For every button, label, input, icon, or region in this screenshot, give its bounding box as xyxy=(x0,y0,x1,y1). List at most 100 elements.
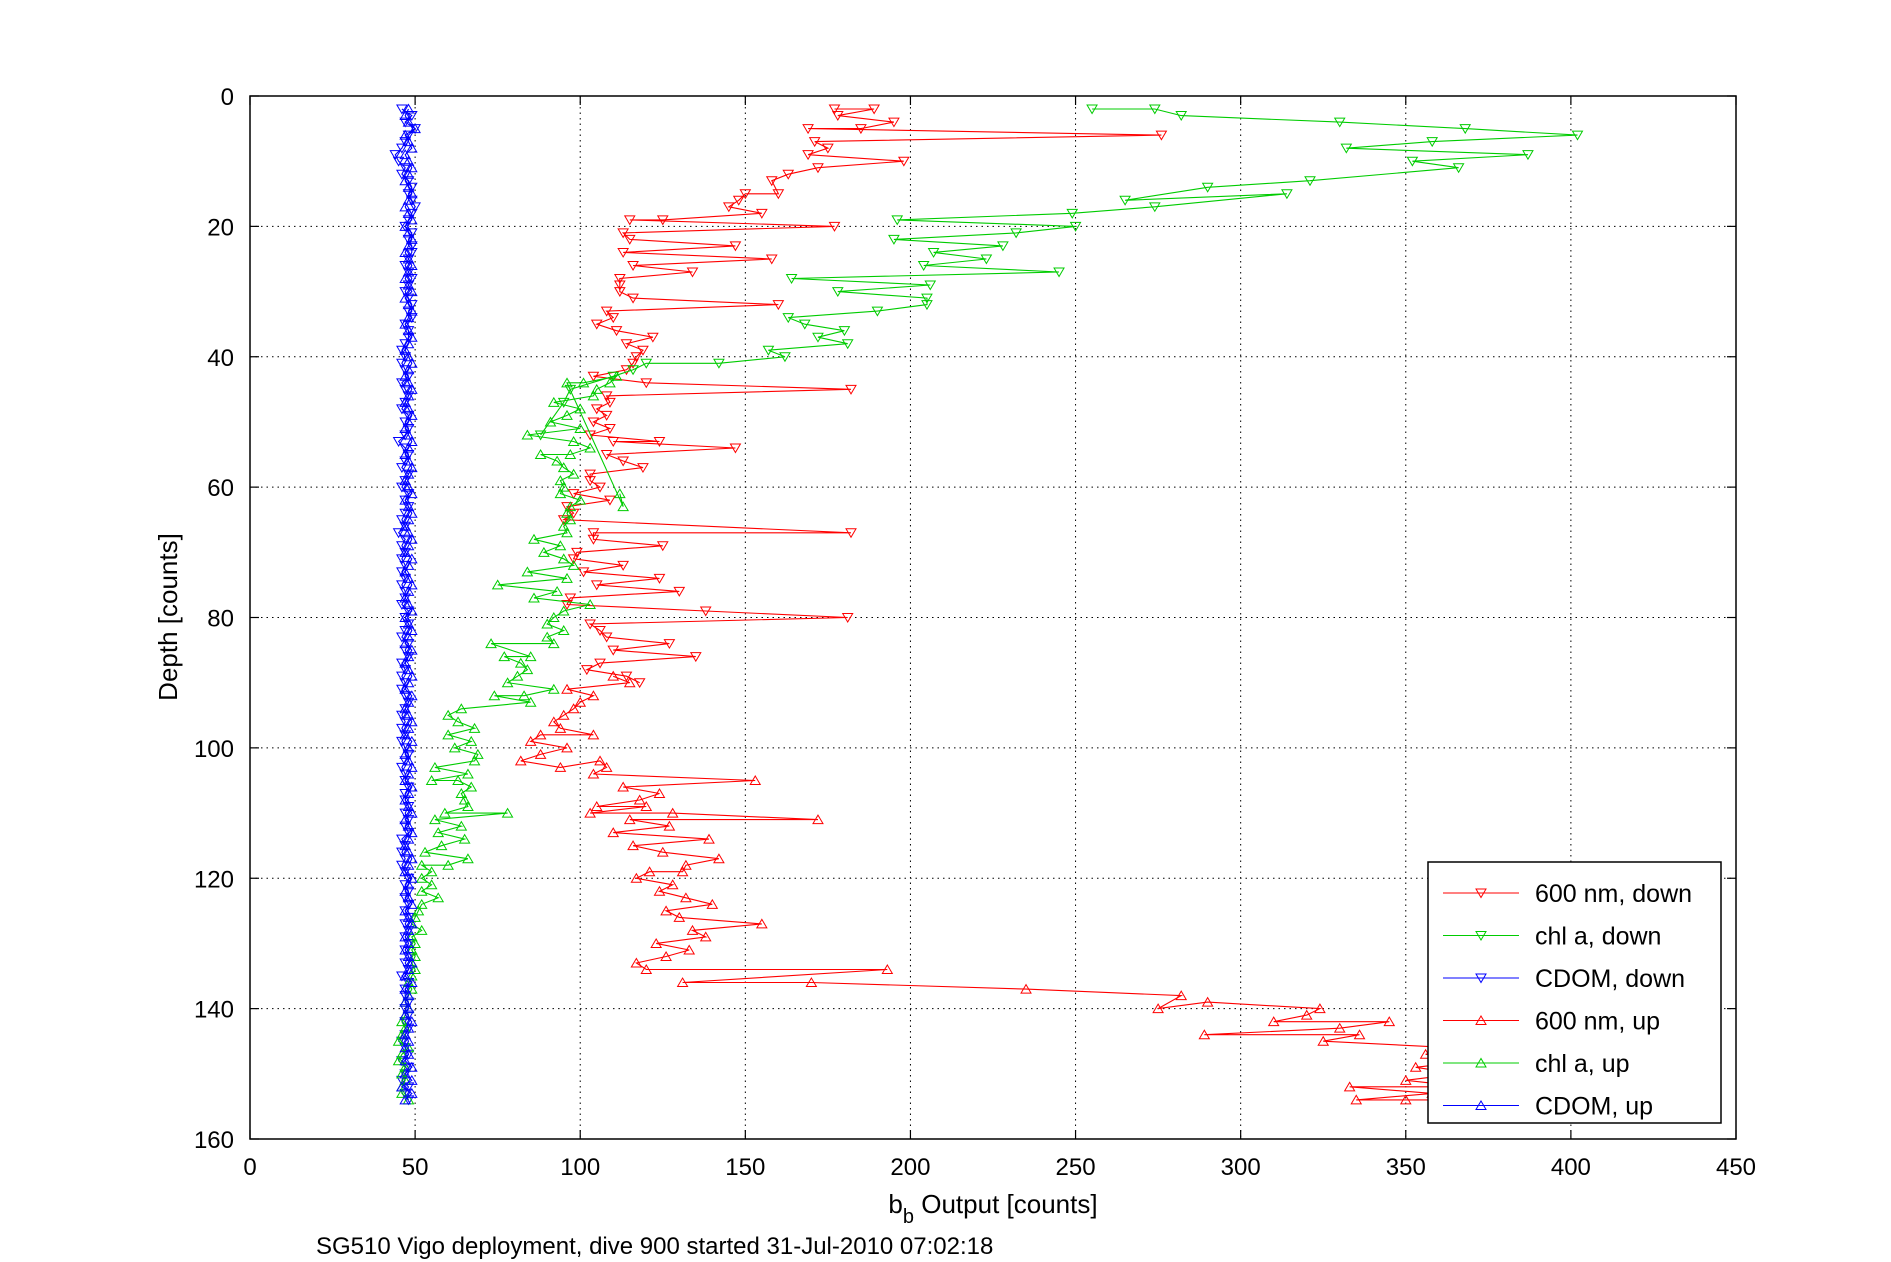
data-point xyxy=(802,150,814,161)
data-point xyxy=(402,189,415,200)
data-point xyxy=(399,287,412,298)
data-point xyxy=(392,436,405,447)
data-point xyxy=(405,208,418,219)
data-point xyxy=(822,143,834,154)
data-point xyxy=(396,580,408,591)
data-point xyxy=(831,111,844,122)
data-point xyxy=(627,358,639,369)
data-point xyxy=(405,111,418,122)
data-point xyxy=(1409,1061,1422,1072)
data-point xyxy=(623,215,636,226)
data-point xyxy=(405,313,418,324)
data-point xyxy=(561,572,573,583)
data-point xyxy=(1201,996,1214,1007)
data-point xyxy=(587,729,600,740)
data-point xyxy=(660,950,672,961)
data-point xyxy=(399,1017,412,1028)
data-point xyxy=(462,853,474,864)
data-point xyxy=(623,677,636,688)
data-point xyxy=(396,104,408,115)
data-point xyxy=(1353,1029,1366,1040)
data-point xyxy=(755,918,768,929)
data-point xyxy=(402,306,415,317)
data-point xyxy=(541,631,554,642)
data-point xyxy=(405,735,418,746)
y-axis-label: Depth [counts] xyxy=(153,533,183,701)
data-point xyxy=(653,788,666,799)
data-point xyxy=(405,553,418,564)
data-point xyxy=(405,944,418,955)
data-point xyxy=(402,664,415,675)
data-point xyxy=(627,260,639,271)
legend-entry: 600 nm, down xyxy=(1535,880,1692,908)
data-point xyxy=(812,332,824,343)
data-point xyxy=(703,833,715,844)
data-point xyxy=(841,613,854,623)
legend-entry: CDOM, down xyxy=(1535,965,1685,993)
x-tick-label: 350 xyxy=(1386,1154,1426,1181)
data-point xyxy=(399,691,412,702)
data-point xyxy=(399,794,412,805)
data-point xyxy=(392,528,405,539)
data-point xyxy=(1010,228,1022,239)
data-point xyxy=(812,814,824,825)
data-point xyxy=(399,774,412,785)
data-point xyxy=(640,378,653,389)
data-point xyxy=(468,755,481,766)
data-point xyxy=(405,670,418,681)
data-point xyxy=(399,919,412,930)
data-point xyxy=(396,143,408,154)
data-point xyxy=(405,807,418,818)
data-point xyxy=(438,807,451,818)
data-point xyxy=(524,735,537,746)
data-point xyxy=(571,547,583,558)
data-point xyxy=(399,352,412,363)
data-point xyxy=(607,645,620,656)
data-point xyxy=(1175,111,1188,122)
data-point xyxy=(399,494,412,505)
data-point xyxy=(1399,1074,1412,1085)
data-point xyxy=(399,220,412,231)
legend-swatch-marker xyxy=(1475,1015,1487,1025)
data-point xyxy=(396,860,408,871)
data-point xyxy=(399,717,412,728)
data-point xyxy=(561,409,573,420)
data-point xyxy=(564,514,577,525)
data-point xyxy=(534,729,547,740)
legend-box xyxy=(1427,861,1722,1124)
data-point xyxy=(399,566,412,577)
data-point xyxy=(405,781,418,792)
data-point xyxy=(399,645,412,656)
data-point xyxy=(488,690,501,701)
data-point xyxy=(561,683,573,694)
data-point xyxy=(897,156,910,167)
data-point xyxy=(402,377,415,388)
legend-entry: CDOM, up xyxy=(1535,1093,1653,1121)
data-point xyxy=(627,365,639,376)
data-point xyxy=(627,293,639,304)
data-point xyxy=(713,358,725,369)
y-tick-label: 20 xyxy=(207,214,234,241)
data-point xyxy=(405,533,418,544)
data-point xyxy=(405,305,418,316)
data-point xyxy=(399,475,412,486)
data-point xyxy=(399,592,412,603)
data-point xyxy=(666,807,679,818)
data-point xyxy=(399,110,412,121)
data-point xyxy=(630,352,643,363)
series-1 xyxy=(557,104,1168,689)
data-point xyxy=(656,541,669,552)
data-point xyxy=(762,345,775,356)
data-point xyxy=(399,789,412,799)
data-point xyxy=(557,397,570,408)
data-point xyxy=(921,293,933,304)
data-point xyxy=(415,859,428,870)
data-point xyxy=(501,677,514,688)
data-point xyxy=(405,507,418,518)
data-point xyxy=(402,442,415,453)
data-point xyxy=(409,964,421,975)
data-point xyxy=(405,970,418,981)
data-point xyxy=(405,188,418,199)
data-point xyxy=(888,234,900,245)
data-point xyxy=(405,977,418,988)
